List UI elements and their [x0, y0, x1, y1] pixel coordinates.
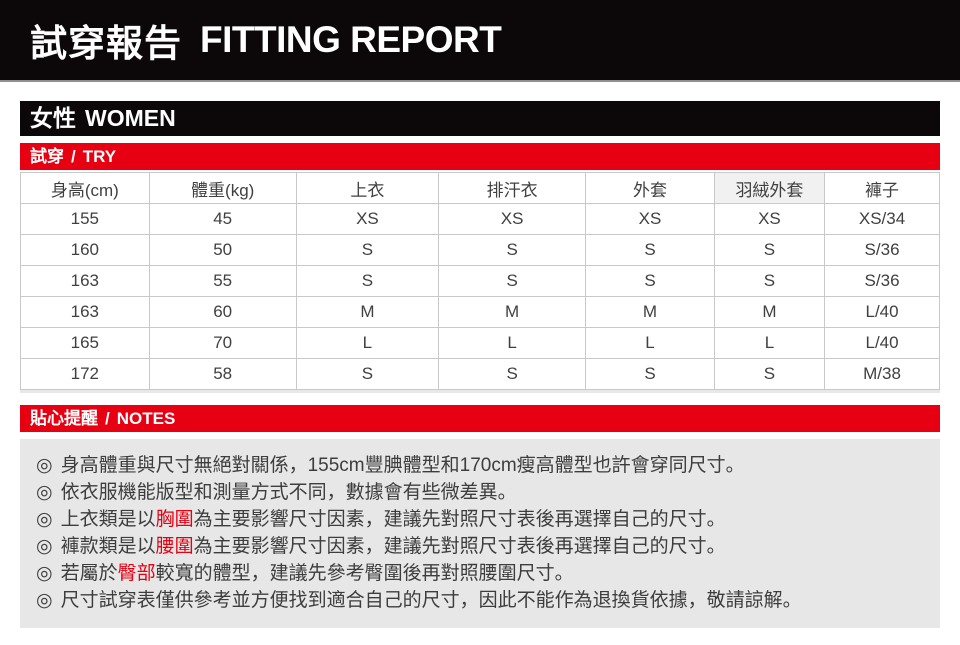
table-cell: S	[438, 358, 587, 390]
note-bullet: ◎	[36, 482, 53, 503]
table-cell: S	[585, 234, 715, 266]
try-separator: /	[71, 147, 76, 166]
table-cell: S	[585, 265, 715, 297]
note-text: 若屬於	[60, 563, 118, 584]
table-cell: M	[585, 296, 715, 328]
table-cell: L	[295, 327, 440, 359]
table-row: 160 50 S S S S S/36	[20, 234, 940, 266]
table-header-cell: 外套	[585, 172, 715, 204]
table-cell: S	[438, 234, 587, 266]
table-cell: 165	[20, 327, 150, 359]
table-cell: XS	[295, 203, 440, 235]
table-cell: S/36	[824, 234, 940, 266]
table-cell: 60	[148, 296, 297, 328]
note-bullet: ◎	[36, 509, 53, 530]
notes-section-bar: 貼心提醒 / NOTES	[20, 405, 940, 432]
note-item: ◎ 上衣類是以胸圍為主要影響尺寸因素，建議先對照尺寸表後再選擇自己的尺寸。	[36, 506, 924, 533]
table-cell: 58	[148, 358, 297, 390]
table-header-cell: 體重(kg)	[148, 172, 297, 204]
table-cell: S	[713, 234, 826, 266]
note-text: 上衣類是以	[60, 509, 156, 530]
table-cell: 160	[20, 234, 150, 266]
table-cell: 163	[20, 265, 150, 297]
note-item: ◎ 身高體重與尺寸無絕對關係，155cm豐腆體型和170cm瘦高體型也許會穿同尺寸…	[36, 452, 924, 479]
table-cell: S/36	[824, 265, 940, 297]
note-item: ◎ 褲款類是以腰圍為主要影響尺寸因素，建議先對照尺寸表後再選擇自己的尺寸。	[36, 533, 924, 560]
table-cell: XS	[713, 203, 826, 235]
try-label-en: TRY	[82, 147, 117, 166]
table-row: 155 45 XS XS XS XS XS/34	[20, 203, 940, 235]
table-row: 163 55 S S S S S/36	[20, 265, 940, 297]
notes-label-en: NOTES	[116, 409, 176, 428]
table-cell: S	[585, 358, 715, 390]
table-cell: M	[713, 296, 826, 328]
table-cell: S	[438, 265, 587, 297]
table-row: 165 70 L L L L L/40	[20, 327, 940, 359]
table-cell: XS/34	[824, 203, 940, 235]
note-item: ◎ 依衣服機能版型和測量方式不同，數據會有些微差異。	[36, 479, 924, 506]
table-header-cell: 上衣	[295, 172, 440, 204]
table-cell: 55	[148, 265, 297, 297]
note-bullet: ◎	[36, 455, 53, 476]
note-keyword-red: 腰圍	[155, 536, 194, 557]
table-header-cell: 排汗衣	[438, 172, 587, 204]
note-text: 身高體重與尺寸無絕對關係，155cm豐腆體型和170cm瘦高體型也許會穿同尺寸。	[60, 455, 745, 476]
table-row: 172 58 S S S S M/38	[20, 358, 940, 390]
table-cell: 155	[20, 203, 150, 235]
report-title-zh: 試穿報告	[30, 23, 182, 64]
notes-label-zh: 貼心提醒	[30, 409, 98, 428]
try-section-bar: 試穿 / TRY	[20, 143, 940, 170]
try-label-zh: 試穿	[30, 147, 64, 166]
table-header-cell: 羽絨外套	[713, 172, 826, 204]
table-cell: L	[438, 327, 587, 359]
table-cell: 172	[20, 358, 150, 390]
note-keyword-red: 胸圍	[155, 509, 194, 530]
fitting-table-body: 155 45 XS XS XS XS XS/34 160 50 S S S S S/36 163 55 S S S S…	[20, 203, 940, 390]
report-masthead: 試穿報告 FITTING REPORT	[0, 0, 960, 82]
notes-panel: ◎ 身高體重與尺寸無絕對關係，155cm豐腆體型和170cm瘦高體型也許會穿同尺寸…	[20, 439, 940, 628]
table-cell: M/38	[824, 358, 940, 390]
note-text: 依衣服機能版型和測量方式不同，數據會有些微差異。	[60, 482, 517, 503]
note-bullet: ◎	[36, 536, 53, 557]
fitting-table: 身高(cm) 體重(kg) 上衣 排汗衣 外套 羽絨外套 褲子 155 45 XS XS XS XS X…	[20, 172, 940, 390]
section-header-women: 女性 WOMEN	[20, 101, 940, 136]
table-cell: 45	[148, 203, 297, 235]
note-text: 為主要影響尺寸因素，建議先對照尺寸表後再選擇自己的尺寸。	[193, 536, 726, 557]
table-cell: S	[295, 234, 440, 266]
table-cell: 163	[20, 296, 150, 328]
table-cell: S	[295, 358, 440, 390]
note-item: ◎ 若屬於臀部較寬的體型，建議先參考臀圍後再對照腰圍尺寸。	[36, 560, 924, 587]
table-cell: S	[713, 358, 826, 390]
report-title-en: FITTING REPORT	[200, 19, 502, 60]
notes-separator: /	[105, 409, 110, 428]
table-row: 163 60 M M M M L/40	[20, 296, 940, 328]
table-cell: L	[713, 327, 826, 359]
table-cell: XS	[585, 203, 715, 235]
note-text: 褲款類是以	[60, 536, 156, 557]
section-gender-zh: 女性	[30, 105, 76, 131]
table-cell: M	[295, 296, 440, 328]
note-text: 較寬的體型，建議先參考臀圍後再對照腰圍尺寸。	[155, 563, 574, 584]
table-cell: L/40	[824, 296, 940, 328]
table-cell: S	[295, 265, 440, 297]
note-text: 為主要影響尺寸因素，建議先對照尺寸表後再選擇自己的尺寸。	[193, 509, 726, 530]
table-cell: M	[438, 296, 587, 328]
note-bullet: ◎	[36, 590, 53, 611]
section-gender-en: WOMEN	[85, 105, 176, 131]
note-item: ◎ 尺寸試穿表僅供參考並方便找到適合自己的尺寸，因此不能作為退換貨依據，敬請諒解。	[36, 587, 924, 614]
table-header-cell: 褲子	[824, 172, 940, 204]
table-cell: 70	[148, 327, 297, 359]
table-cell: L/40	[824, 327, 940, 359]
fitting-table-header-row: 身高(cm) 體重(kg) 上衣 排汗衣 外套 羽絨外套 褲子	[20, 172, 940, 204]
table-cell: L	[585, 327, 715, 359]
note-keyword-red: 臀部	[117, 563, 156, 584]
note-bullet: ◎	[36, 563, 53, 584]
report-body: 女性 WOMEN 試穿 / TRY 身高(cm) 體重(kg) 上衣 排汗衣 外套 羽絨外…	[20, 101, 940, 628]
table-cell: XS	[438, 203, 587, 235]
note-text: 尺寸試穿表僅供參考並方便找到適合自己的尺寸，因此不能作為退換貨依據，敬請諒解。	[60, 590, 802, 611]
table-cell: 50	[148, 234, 297, 266]
table-cell: S	[713, 265, 826, 297]
table-header-cell: 身高(cm)	[20, 172, 150, 204]
fitting-table-panel: 身高(cm) 體重(kg) 上衣 排汗衣 外套 羽絨外套 褲子 155 45 XS XS XS XS X…	[20, 172, 940, 393]
